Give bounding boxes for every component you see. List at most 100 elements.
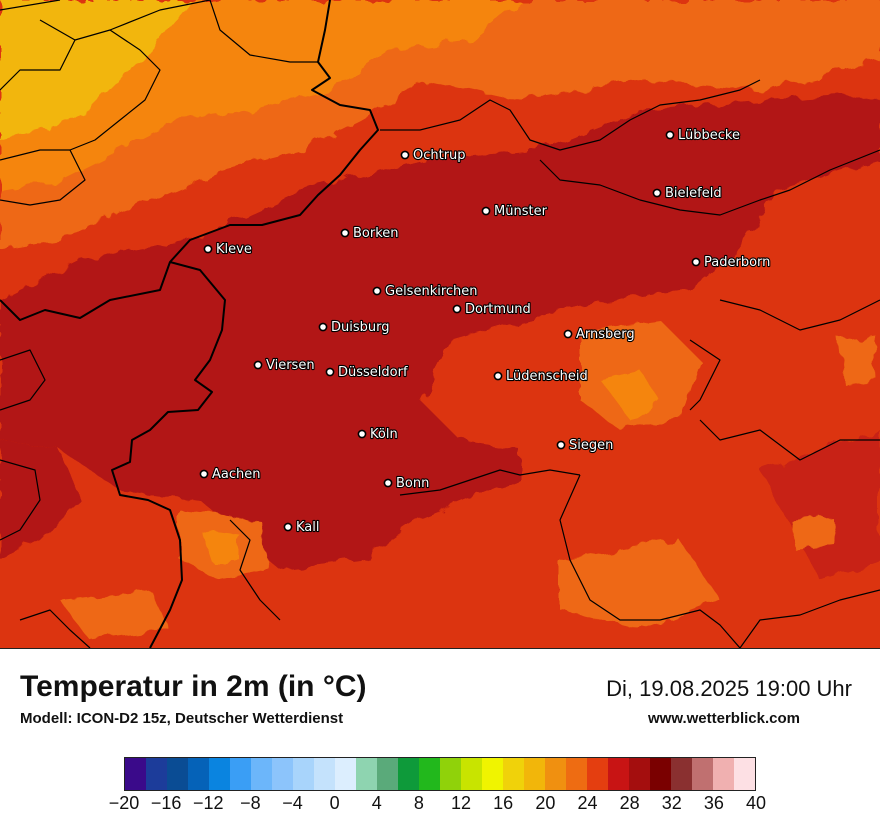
city-label: Kall <box>296 520 320 535</box>
website-link[interactable]: www.wetterblick.com <box>648 710 800 727</box>
colorbar-tick-label: −12 <box>192 793 224 813</box>
colorbar-segment <box>587 758 608 790</box>
city-label: Gelsenkirchen <box>385 284 478 299</box>
city-dot <box>383 478 393 488</box>
colorbar-segment <box>188 758 209 790</box>
model-source: Modell: ICON-D2 15z, Deutscher Wetterdie… <box>20 710 344 727</box>
city-label: Köln <box>370 427 398 442</box>
city-dot <box>199 469 209 479</box>
colorbar-segment <box>167 758 188 790</box>
colorbar-segment <box>671 758 692 790</box>
city-label: Bonn <box>396 476 429 491</box>
map-title: Temperatur in 2m (in °C) <box>20 670 367 703</box>
city-dot <box>563 329 573 339</box>
city-marker: Arnsberg <box>563 326 636 343</box>
colorbar-tick-label: −8 <box>240 793 261 813</box>
city-marker: Gelsenkirchen <box>372 283 479 300</box>
city-label: Düsseldorf <box>338 365 408 380</box>
city-marker: Kleve <box>203 241 253 258</box>
colorbar-tick-label: 28 <box>619 793 640 813</box>
city-marker: Dortmund <box>452 301 532 318</box>
city-marker: Köln <box>357 426 399 443</box>
colorbar-segment <box>398 758 419 790</box>
colorbar-segment <box>272 758 293 790</box>
city-label: Ochtrup <box>413 148 466 163</box>
city-label: Paderborn <box>704 255 770 270</box>
temperature-map: Lübbecke Ochtrup Bielefeld Münster Borken Kle… <box>0 0 880 649</box>
colorbar-segment <box>608 758 629 790</box>
colorbar-segment <box>335 758 356 790</box>
city-dot <box>318 322 328 332</box>
colorbar-ticks: −20 −16 −12 −8 −4 0 4 8 12 16 20 24 28 32 36 40 <box>109 793 766 823</box>
city-dot <box>400 150 410 160</box>
colorbar-segment <box>482 758 503 790</box>
city-label: Duisburg <box>331 320 390 335</box>
colorbar-tick-label: −20 <box>108 793 140 813</box>
city-label: Münster <box>494 204 548 219</box>
city-dot <box>556 440 566 450</box>
city-dot <box>691 257 701 267</box>
city-marker: Düsseldorf <box>325 364 409 381</box>
city-label: Siegen <box>569 438 613 453</box>
city-label: Arnsberg <box>576 327 635 342</box>
colorbar-segment <box>230 758 251 790</box>
colorbar-segment <box>440 758 461 790</box>
colorbar-tick-label: −4 <box>282 793 303 813</box>
city-marker: Lübbecke <box>665 127 741 144</box>
colorbar-tick-label: 0 <box>329 793 340 813</box>
city-dot <box>357 429 367 439</box>
colorbar-segment <box>377 758 398 790</box>
city-label: Lübbecke <box>678 128 740 143</box>
colorbar-segment <box>692 758 713 790</box>
colorbar-tick-label: 40 <box>745 793 767 813</box>
colorbar-tick-label: 4 <box>371 793 382 813</box>
city-dot <box>203 244 213 254</box>
city-label: Dortmund <box>465 302 531 317</box>
colorbar-segment <box>566 758 587 790</box>
colorbar-segment <box>629 758 650 790</box>
city-dot <box>253 360 263 370</box>
colorbar-segment <box>461 758 482 790</box>
city-dot <box>325 367 335 377</box>
colorbar-tick-label: 12 <box>451 793 472 813</box>
colorbar-tick-label: 20 <box>535 793 556 813</box>
city-marker: Ochtrup <box>400 147 467 164</box>
city-label: Lüdenscheid <box>506 369 588 384</box>
city-label: Viersen <box>266 358 315 373</box>
colorbar-segment <box>734 758 755 790</box>
colorbar-segment <box>209 758 230 790</box>
city-dot <box>493 371 503 381</box>
city-markers: Lübbecke Ochtrup Bielefeld Münster Borken Kle… <box>199 127 771 536</box>
colorbar-segment <box>125 758 146 790</box>
city-label: Bielefeld <box>665 186 722 201</box>
colorbar-segment <box>251 758 272 790</box>
city-dot <box>372 286 382 296</box>
city-dot <box>340 228 350 238</box>
city-marker: Viersen <box>253 357 316 374</box>
temperature-field <box>0 0 880 648</box>
temperature-colorbar <box>124 757 756 791</box>
colorbar-segment <box>713 758 734 790</box>
city-marker: Borken <box>340 225 400 242</box>
colorbar-segment <box>419 758 440 790</box>
city-marker: Kall <box>283 519 321 536</box>
city-label: Kleve <box>216 242 252 257</box>
city-dot <box>452 304 462 314</box>
forecast-datetime: Di, 19.08.2025 19:00 Uhr <box>606 676 852 701</box>
colorbar-segment <box>650 758 671 790</box>
colorbar-segment <box>146 758 167 790</box>
city-marker: Duisburg <box>318 319 391 336</box>
city-dot <box>283 522 293 532</box>
colorbar-segment <box>356 758 377 790</box>
city-marker: Bielefeld <box>652 185 723 202</box>
colorbar-tick-label: 16 <box>493 793 514 813</box>
city-dot <box>652 188 662 198</box>
colorbar-tick-label: 32 <box>661 793 682 813</box>
colorbar-segment <box>314 758 335 790</box>
city-label: Aachen <box>212 467 260 482</box>
city-marker: Münster <box>481 203 549 220</box>
city-marker: Lüdenscheid <box>493 368 589 385</box>
city-dot <box>481 206 491 216</box>
colorbar-tick-label: 24 <box>577 793 598 813</box>
colorbar-segment <box>524 758 545 790</box>
